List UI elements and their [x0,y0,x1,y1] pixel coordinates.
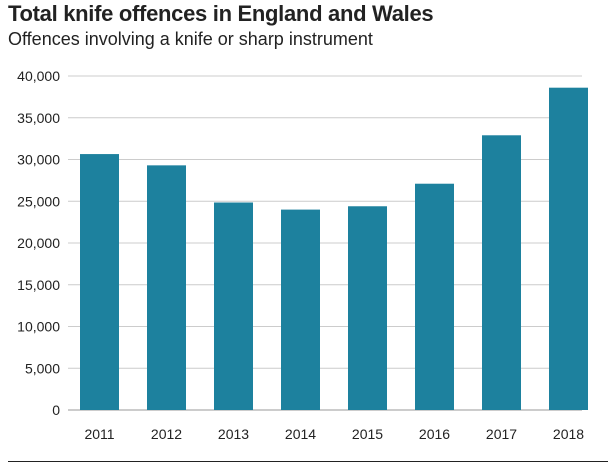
y-tick-label: 0 [52,402,60,418]
y-tick-label: 10,000 [17,319,60,335]
x-tick-label: 2011 [84,426,114,442]
footer-divider [8,461,608,462]
y-tick-label: 20,000 [17,235,60,251]
x-tick-label: 2014 [285,426,316,442]
y-tick-label: 30,000 [17,152,60,168]
chart-title: Total knife offences in England and Wale… [8,1,434,26]
chart-subtitle: Offences involving a knife or sharp inst… [8,29,373,49]
bar-2011 [80,154,119,410]
y-tick-label: 40,000 [17,68,60,84]
y-tick-label: 25,000 [17,193,60,209]
bar-2014 [281,209,320,410]
bar-2018 [549,87,588,410]
bar-2012 [147,165,186,410]
y-tick-label: 15,000 [17,277,60,293]
bar-2016 [415,183,454,410]
x-tick-label: 2016 [419,426,450,442]
bar-2015 [348,206,387,410]
y-tick-label: 35,000 [17,110,60,126]
x-tick-label: 2013 [218,426,249,442]
y-tick-label: 5,000 [25,360,60,376]
x-tick-label: 2017 [486,426,517,442]
x-tick-label: 2018 [553,426,584,442]
x-tick-label: 2015 [352,426,383,442]
bar-2013 [214,202,253,410]
bar-2017 [482,135,521,410]
x-tick-label: 2012 [151,426,182,442]
